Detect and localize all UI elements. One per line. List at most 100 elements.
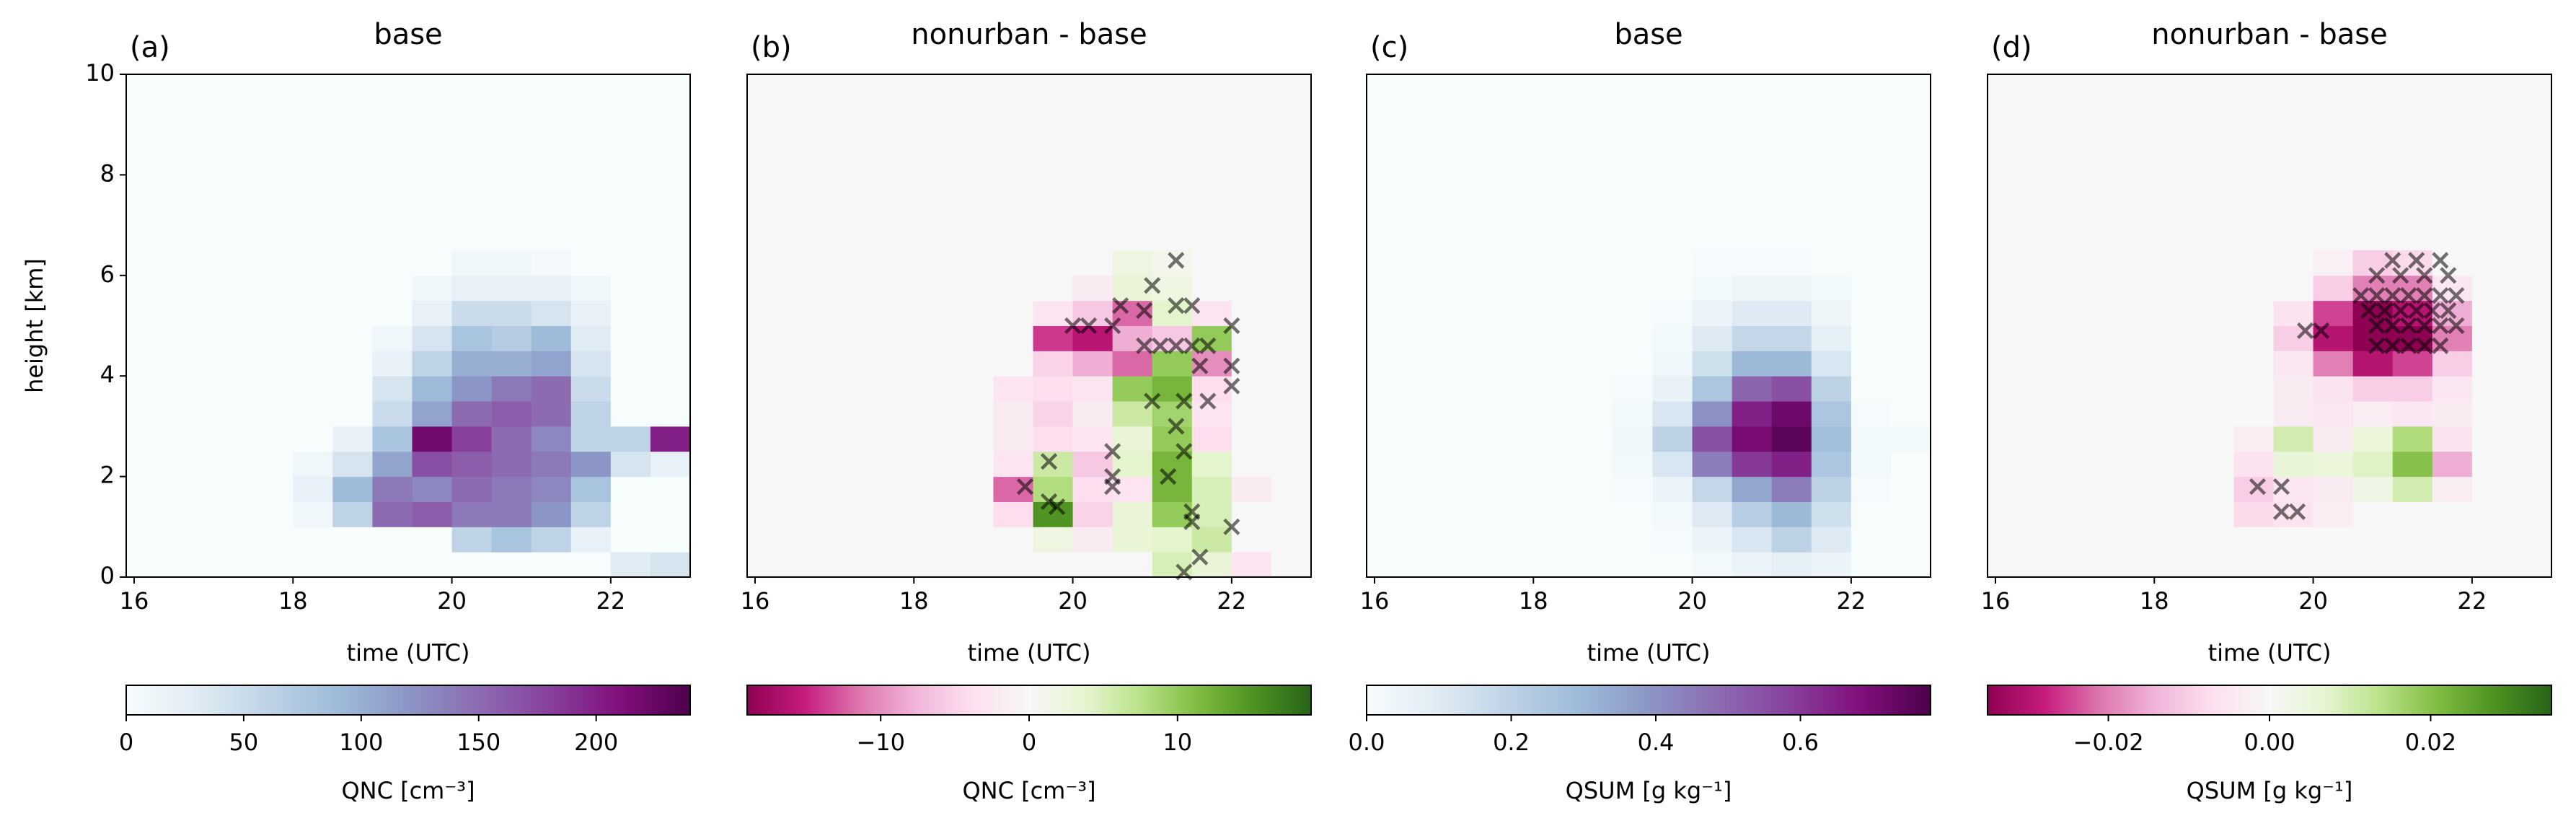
heatmap-cell <box>1771 401 1812 427</box>
x-axis-label: time (UTC) <box>968 639 1091 667</box>
heatmap-cell <box>1072 426 1113 452</box>
heatmap-cell <box>953 476 994 502</box>
heatmap-cell <box>2511 527 2552 553</box>
heatmap-cell <box>332 501 373 527</box>
heatmap-cell <box>2511 325 2552 351</box>
heatmap-cell <box>2313 376 2354 402</box>
heatmap-cell <box>1851 351 1892 377</box>
heatmap-cell <box>372 451 413 478</box>
heatmap-cell <box>914 275 954 302</box>
heatmap-cell <box>412 426 453 452</box>
heatmap-cell <box>2432 351 2473 377</box>
heatmap-cell <box>2432 401 2473 427</box>
x-tick-label: 16 <box>1360 587 1390 615</box>
x-axis-label: time (UTC) <box>2208 639 2332 667</box>
heatmap-cell <box>451 552 493 578</box>
heatmap-cell <box>531 501 572 527</box>
heatmap-cell <box>2471 275 2513 302</box>
heatmap-cell <box>1033 300 1074 326</box>
significance-marker <box>1016 478 1034 496</box>
colorbar-tick-label: 0.02 <box>2405 729 2456 756</box>
heatmap-cell <box>1811 275 1852 302</box>
heatmap-cell <box>2194 300 2234 326</box>
heatmap-cell <box>1771 552 1812 578</box>
heatmap-cell <box>2432 451 2473 478</box>
heatmap-cell <box>372 351 413 377</box>
heatmap-cell <box>2511 476 2552 502</box>
heatmap-cell <box>953 250 994 276</box>
heatmap-cell <box>1732 552 1773 578</box>
heatmap-cell <box>1692 451 1733 478</box>
heatmap-cell <box>1231 275 1272 302</box>
heatmap-cell <box>1811 376 1852 402</box>
heatmap-cell <box>1152 527 1193 553</box>
heatmap-cell <box>332 401 373 427</box>
heatmap-cell <box>1890 275 1931 302</box>
significance-marker <box>2360 302 2378 320</box>
heatmap-cell <box>1533 401 1574 427</box>
heatmap-cell <box>372 426 413 452</box>
significance-marker <box>1199 337 1217 354</box>
significance-marker <box>1112 297 1129 315</box>
colorbar-tick-label: −0.02 <box>2073 729 2144 756</box>
heatmap-cell <box>2313 275 2354 302</box>
heatmap-cell <box>2273 527 2314 553</box>
heatmap-cell <box>650 250 691 276</box>
heatmap-cell <box>2471 476 2513 502</box>
significance-marker <box>1223 317 1240 335</box>
heatmap-cell <box>2154 351 2195 377</box>
heatmap-cell <box>1732 300 1773 326</box>
significance-marker <box>1183 513 1201 530</box>
heatmap-cell <box>1271 476 1312 502</box>
heatmap-cell <box>953 351 994 377</box>
heatmap-cell <box>2194 250 2234 276</box>
significance-marker <box>1064 317 1082 335</box>
heatmap-cell <box>1652 376 1693 402</box>
heatmap-cell <box>1271 376 1312 402</box>
heatmap-cell <box>531 401 572 427</box>
significance-marker <box>1104 478 1121 496</box>
heatmap-cell <box>2352 376 2394 402</box>
heatmap-cell <box>293 451 333 478</box>
heatmap-cell <box>293 426 333 452</box>
heatmap-cell <box>332 275 373 302</box>
heatmap-cell <box>2392 451 2433 478</box>
heatmap-cell <box>1890 451 1931 478</box>
significance-marker <box>1144 277 1161 294</box>
heatmap-cell <box>2194 451 2234 478</box>
heatmap-cell <box>1652 401 1693 427</box>
panel-title: base <box>374 18 442 51</box>
heatmap-cell <box>2511 275 2552 302</box>
x-tick-label: 22 <box>2457 587 2487 615</box>
heatmap-cell <box>293 401 333 427</box>
heatmap-cell <box>1890 351 1931 377</box>
heatmap-cell <box>1732 426 1773 452</box>
heatmap-cell <box>993 351 1034 377</box>
heatmap-cell <box>953 426 994 452</box>
significance-marker <box>1040 453 1058 470</box>
heatmap-cell <box>570 376 612 402</box>
heatmap-cell <box>293 325 333 351</box>
heatmap-cell <box>1890 552 1931 578</box>
panel-title: base <box>1614 18 1682 51</box>
significance-marker <box>2384 287 2401 304</box>
significance-marker <box>1168 337 1185 354</box>
heatmap-cell <box>914 527 954 553</box>
heatmap-cell <box>531 426 572 452</box>
heatmap-cell <box>1072 401 1113 427</box>
heatmap-cell <box>1231 250 1272 276</box>
heatmap-cell <box>1573 401 1613 427</box>
heatmap-cell <box>293 275 333 302</box>
heatmap-cell <box>332 476 373 502</box>
heatmap-cell <box>650 300 691 326</box>
heatmap-cell <box>650 451 691 478</box>
heatmap-cell <box>2154 552 2195 578</box>
heatmap-cell <box>1533 325 1574 351</box>
significance-marker <box>1168 418 1185 435</box>
significance-marker <box>2368 287 2386 304</box>
heatmap-cell <box>1771 426 1812 452</box>
colorbar <box>1366 685 1931 716</box>
heatmap-cell <box>1231 426 1272 452</box>
heatmap-cell <box>2511 451 2552 478</box>
heatmap-cell <box>372 300 413 326</box>
